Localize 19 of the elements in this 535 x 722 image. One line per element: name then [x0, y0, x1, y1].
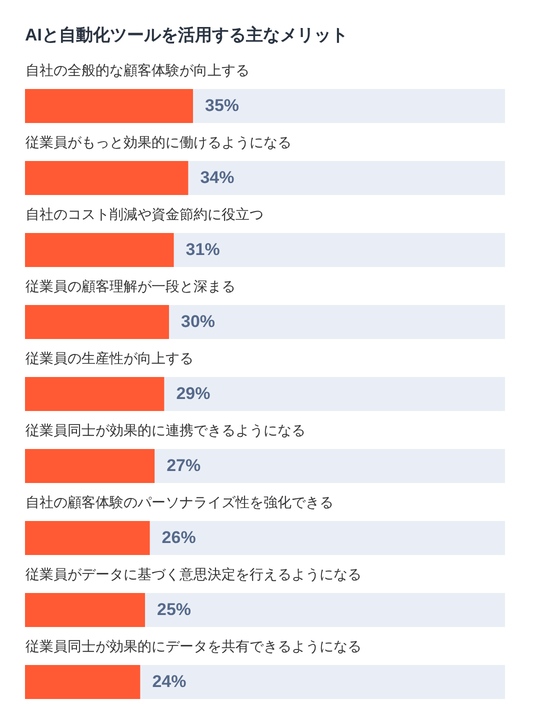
y-tick-label: 従業員の生産性が向上する [26, 350, 194, 366]
data-label: 29% [176, 384, 210, 403]
y-tick-label: 従業員がデータに基づく意思決定を行えるようになる [26, 566, 362, 582]
y-tick-label: 自社の全般的な顧客体験が向上する [26, 62, 250, 78]
data-label: 27% [166, 456, 201, 475]
data-label: 31% [186, 240, 220, 259]
y-tick-label: 従業員の顧客理解が一段と深まる [26, 278, 236, 294]
data-label: 26% [162, 528, 196, 548]
chart-title: AIと自動化ツールを活用する主なメリット [25, 25, 348, 44]
data-label: 34% [200, 168, 234, 187]
data-label: 35% [205, 96, 240, 115]
y-tick-label: 従業員同士が効果的に連携できるようになる [26, 422, 306, 438]
data-label: 24% [152, 672, 186, 692]
y-tick-label: 自社の顧客体験のパーソナライズ性を強化できる [26, 494, 334, 510]
y-tick-label: 自社のコスト削減や資金節約に役立つ [26, 206, 264, 222]
data-label: 25% [157, 600, 192, 620]
y-tick-label: 従業員同士が効果的にデータを共有できるようになる [26, 638, 362, 654]
data-label: 30% [181, 312, 216, 331]
y-tick-label: 従業員がもっと効果的に働けるようになる [26, 134, 292, 150]
